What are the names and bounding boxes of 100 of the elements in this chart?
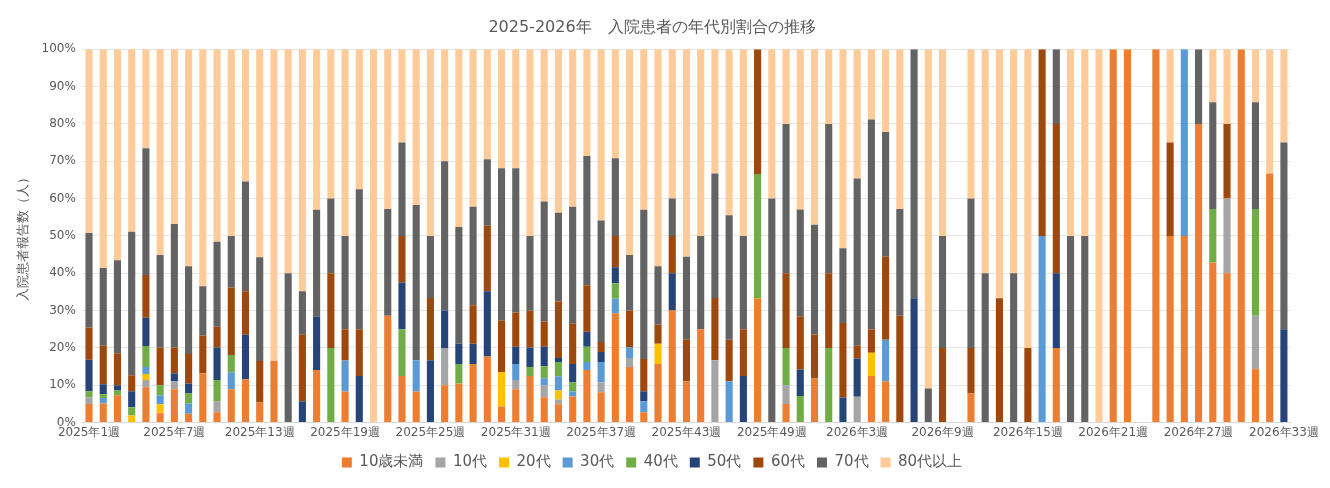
bar xyxy=(626,310,634,348)
x-tick-label: 2026年9週 xyxy=(911,424,974,439)
x-tick-label: 2025年1週 xyxy=(57,424,121,439)
bar xyxy=(725,339,733,382)
bar xyxy=(497,168,506,321)
x-tick-label: 2025年49週 xyxy=(736,424,807,439)
bar xyxy=(796,369,804,397)
bar xyxy=(113,395,122,423)
legend-label: 20代 xyxy=(516,452,551,471)
bar xyxy=(327,347,335,423)
bar xyxy=(768,49,776,199)
bar xyxy=(85,391,93,398)
bar xyxy=(1052,123,1060,274)
bar xyxy=(682,339,691,382)
bar xyxy=(298,334,306,402)
bar xyxy=(1251,102,1260,210)
bar xyxy=(526,366,534,376)
bar xyxy=(156,254,164,348)
bar xyxy=(768,198,776,423)
bar xyxy=(611,158,619,236)
bar xyxy=(796,49,804,210)
bar xyxy=(711,49,719,174)
bar xyxy=(313,49,321,210)
bar xyxy=(355,375,363,423)
bar xyxy=(241,334,250,380)
bar xyxy=(1223,198,1231,274)
bar xyxy=(654,343,662,364)
bar xyxy=(142,346,150,367)
legend-label: 60代 xyxy=(770,452,805,471)
bar xyxy=(113,385,122,391)
bar xyxy=(540,346,548,367)
bar xyxy=(483,159,491,226)
bar xyxy=(270,360,278,423)
y-tick-label: 80% xyxy=(49,116,76,131)
bar xyxy=(611,235,619,268)
bar xyxy=(99,345,107,385)
bar xyxy=(85,403,93,423)
bar xyxy=(668,198,676,236)
bar xyxy=(882,132,890,257)
legend-label: 30代 xyxy=(580,452,615,471)
bar xyxy=(284,273,292,423)
bar xyxy=(512,312,520,347)
bar xyxy=(170,347,178,374)
bar xyxy=(540,378,548,386)
bar xyxy=(839,397,847,423)
bar xyxy=(412,360,420,392)
bar xyxy=(554,404,562,423)
bar xyxy=(668,49,676,199)
bar xyxy=(981,49,989,274)
bar xyxy=(185,383,193,394)
x-tick-label: 2025年43週 xyxy=(651,424,722,439)
x-tick-label: 2025年37週 xyxy=(566,424,637,439)
bar xyxy=(99,394,107,398)
bar xyxy=(1251,369,1260,423)
bar xyxy=(99,403,107,423)
bar xyxy=(626,366,634,423)
bar xyxy=(142,387,150,423)
bar xyxy=(398,142,406,236)
bar xyxy=(853,345,861,359)
bar xyxy=(597,382,605,393)
bar xyxy=(697,329,705,423)
legend-label: 70代 xyxy=(834,452,869,471)
bar xyxy=(626,358,634,367)
bar xyxy=(327,273,335,348)
bar xyxy=(142,49,150,149)
bar xyxy=(938,347,947,423)
bar xyxy=(512,49,520,169)
bar xyxy=(882,339,890,382)
bar xyxy=(611,49,619,159)
bar xyxy=(1010,49,1018,274)
bar xyxy=(583,362,591,370)
bar xyxy=(113,390,122,396)
bar xyxy=(355,49,363,190)
bar xyxy=(227,49,235,236)
bar xyxy=(384,49,392,210)
bar xyxy=(1109,49,1117,423)
bar xyxy=(554,358,562,363)
x-tick-label: 2026年3週 xyxy=(826,424,889,439)
bar xyxy=(967,393,975,423)
bar xyxy=(583,331,591,347)
bar xyxy=(825,273,833,348)
bar xyxy=(85,397,93,404)
bar xyxy=(995,49,1003,299)
bar xyxy=(298,401,306,423)
bar xyxy=(455,49,463,227)
bar xyxy=(1266,49,1274,174)
bar xyxy=(682,49,691,257)
bar xyxy=(569,382,577,392)
bar xyxy=(213,347,221,381)
bar xyxy=(1280,329,1288,423)
bar xyxy=(199,373,207,423)
bar xyxy=(1280,49,1288,143)
bar xyxy=(170,223,178,348)
bar xyxy=(327,198,335,274)
bar xyxy=(1066,235,1075,423)
bar xyxy=(981,273,989,423)
bar xyxy=(128,375,136,392)
bar xyxy=(483,291,491,357)
bar xyxy=(1166,235,1174,423)
bar xyxy=(540,321,548,347)
